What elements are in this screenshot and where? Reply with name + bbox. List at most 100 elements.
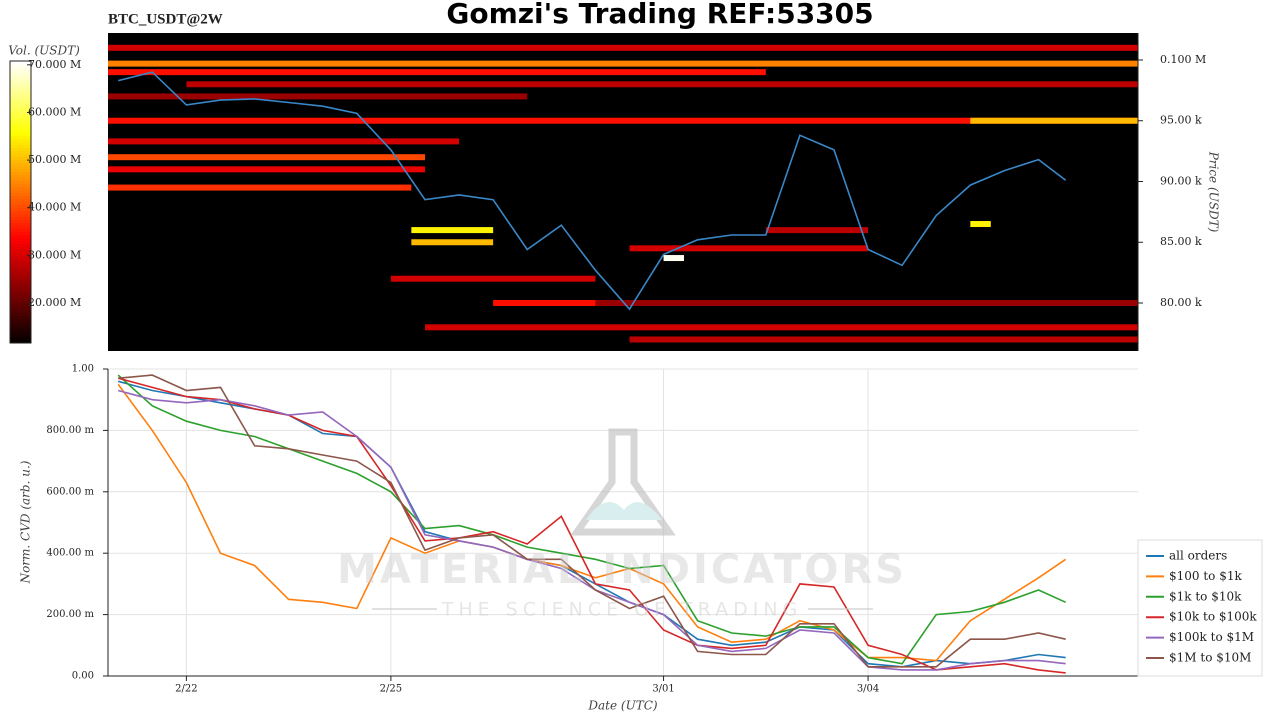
colorbar-step [10,298,31,302]
colorbar-step [10,262,31,266]
colorbar-step [10,235,31,239]
heat-cell [108,44,1138,51]
colorbar-step [10,250,31,254]
colorbar-step [10,148,31,152]
colorbar-step [10,64,31,68]
colorbar-step [10,199,31,203]
heat-cell [411,227,494,234]
colorbar-step [10,82,31,86]
colorbar-step [10,337,31,341]
heat-cell [108,117,1138,124]
colorbar-step [10,316,31,320]
colorbar-step [10,328,31,332]
colorbar-step [10,139,31,143]
heat-cell [765,227,869,234]
legend-label: $100k to $1M [1169,630,1254,644]
colorbar-step [10,322,31,326]
heat-cell [424,324,1138,331]
colorbar-step [10,91,31,95]
heat-cell [629,245,869,252]
colorbar-step [10,304,31,308]
colorbar-step [10,121,31,125]
colorbar-step [10,256,31,260]
colorbar-step [10,259,31,263]
cvd-line [118,374,1066,668]
y-axis-label: Norm. CVD (arb. u.) [19,460,33,584]
colorbar-step [10,313,31,317]
colorbar-step [10,211,31,215]
colorbar-step [10,67,31,71]
y-tick-label: 1.00 [72,364,94,375]
watermark: MATERIAL INDICATORS THE SCIENCE OF TRADI… [337,428,904,621]
colorbar-step [10,184,31,188]
cvd-line [117,374,1067,665]
heat-cell [970,117,1138,124]
heat-cell [108,138,460,145]
colorbar-step [10,79,31,83]
colorbar-frame [9,60,32,344]
cvd-chart: 0.00 200.00 m 400.00 m 600.00 m 800.00 m 1.00… [46,364,1138,695]
colorbar-step [10,130,31,134]
colorbar-step [10,283,31,287]
heat-cell [186,81,1139,88]
colorbar-step [10,226,31,230]
y-tick-label: 95.00 k [1160,114,1202,127]
colorbar-step [10,280,31,284]
colorbar-step [10,229,31,233]
y-tick-label: 600.00 m [46,486,94,497]
colorbar-step [10,76,31,80]
colorbar-step [10,205,31,209]
flask-liquid [586,502,662,520]
colorbar-step [10,112,31,116]
colorbar-step [10,118,31,122]
colorbar-step [10,127,31,131]
colorbar-step [10,244,31,248]
colorbar-step [10,88,31,92]
x-tick-label: 3/04 [857,684,879,695]
legend-label: all orders [1169,549,1227,563]
y-tick-label: 0.100 M [1160,53,1206,66]
watermark-subtext: THE SCIENCE OF TRADING [441,599,803,621]
colorbar-step [10,70,31,74]
colorbar-step [10,274,31,278]
colorbar-step [10,133,31,137]
colorbar-step [10,286,31,290]
colorbar-step [10,154,31,158]
colorbar-step [10,181,31,185]
colorbar: 20.000 M 30.000 M 40.000 M 50.000 M 60.000 M… [9,58,81,344]
heat-cell [629,336,1138,343]
colorbar-tick-label: 20.000 M [28,296,81,309]
cvd-line [117,377,1066,674]
colorbar-step [10,202,31,206]
legend-box [1137,539,1263,677]
y-tick-label: 80.00 k [1160,296,1202,309]
colorbar-step [10,334,31,338]
colorbar-step [10,124,31,128]
colorbar-step [10,265,31,269]
colorbar-step [10,106,31,110]
colorbar-step [10,115,31,119]
heat-cell [411,239,494,246]
colorbar-step [10,142,31,146]
x-axis-label: Date (UTC) [587,699,657,713]
heat-cell [595,300,1138,307]
legend-label: $1M to $10M [1169,651,1251,665]
colorbar-tick-label: 70.000 M [28,58,81,71]
y-tick-label: 200.00 m [46,609,94,620]
legend-label: $1k to $10k [1169,589,1242,603]
heat-cell [108,60,1138,67]
colorbar-step [10,271,31,275]
colorbar-step [10,253,31,257]
colorbar-step [10,289,31,293]
colorbar-step [10,268,31,272]
heat-cell [663,255,685,262]
colorbar-step [10,307,31,311]
colorbar-step [10,190,31,194]
heat-cell [493,300,630,307]
y-tick-label: 800.00 m [46,425,94,436]
colorbar-step [10,331,31,335]
colorbar-tick-label: 40.000 M [28,201,81,214]
colorbar-step [10,109,31,113]
colorbar-step [10,310,31,314]
colorbar-step [10,166,31,170]
